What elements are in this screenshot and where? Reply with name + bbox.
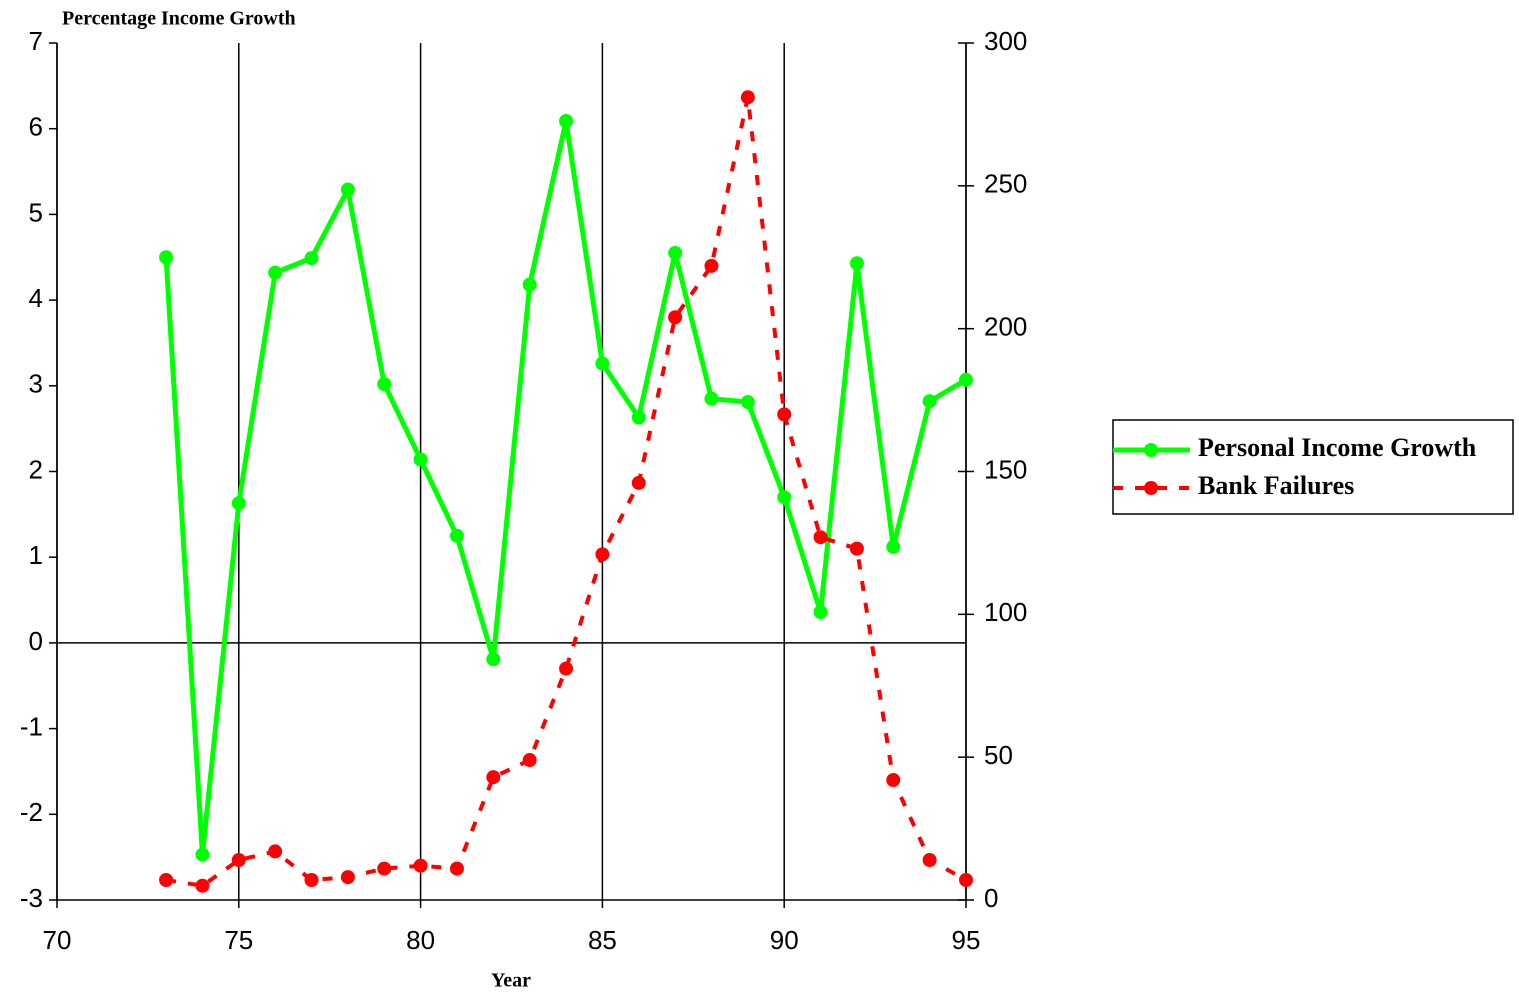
x-axis-label: Year — [491, 970, 531, 992]
point — [159, 873, 174, 888]
point — [922, 853, 937, 868]
point — [886, 773, 901, 788]
point — [849, 541, 864, 556]
point — [959, 372, 973, 387]
x-tick-label: 85 — [588, 925, 617, 955]
point — [522, 753, 537, 768]
point — [231, 853, 246, 868]
legend-box — [1112, 419, 1514, 515]
legend-marker — [1144, 443, 1158, 457]
series-line — [163, 118, 968, 858]
point — [668, 310, 683, 325]
point — [849, 256, 864, 271]
point — [486, 652, 501, 667]
point — [740, 395, 755, 410]
point — [304, 873, 319, 888]
y-tick-label: 6 — [29, 112, 43, 142]
y2-tick-label: 250 — [984, 169, 1027, 199]
point — [777, 490, 792, 505]
y-tick-label: 0 — [29, 626, 43, 656]
x-tick-label: 80 — [406, 925, 435, 955]
point — [922, 394, 937, 409]
y2-tick-label: 100 — [984, 597, 1027, 627]
point — [195, 847, 210, 862]
y2-tick-label: 150 — [984, 454, 1027, 484]
y2-tick-label: 200 — [984, 312, 1027, 342]
point — [486, 770, 501, 785]
y-tick-label: 5 — [29, 197, 43, 227]
x-tick-label: 70 — [43, 925, 72, 955]
y-tick-label: 1 — [29, 540, 43, 570]
series-line — [165, 95, 967, 888]
point — [231, 496, 246, 511]
point — [159, 250, 174, 265]
point — [268, 844, 283, 859]
point — [740, 90, 755, 105]
point — [959, 873, 973, 888]
point — [631, 475, 646, 490]
point — [813, 530, 828, 545]
y2-tick-label: 50 — [984, 740, 1013, 770]
point — [668, 245, 683, 260]
point — [268, 265, 283, 280]
point — [377, 861, 392, 876]
x-tick-label: 90 — [770, 925, 799, 955]
point — [595, 547, 610, 562]
y-tick-label: 2 — [29, 454, 43, 484]
point — [704, 391, 719, 406]
point — [886, 539, 901, 554]
point — [413, 858, 428, 873]
point — [449, 861, 464, 876]
point — [195, 878, 210, 893]
point — [559, 113, 574, 128]
chart-title: Percentage Income Growth — [62, 8, 296, 30]
legend-label: Personal Income Growth — [1198, 433, 1477, 462]
y2-tick-label: 0 — [984, 883, 998, 913]
point — [522, 277, 537, 292]
y-tick-label: -1 — [20, 711, 43, 741]
point — [631, 410, 646, 425]
y-tick-label: 7 — [29, 26, 43, 56]
y-tick-label: 4 — [29, 283, 43, 313]
x-tick-label: 75 — [224, 925, 253, 955]
point — [777, 407, 792, 422]
point — [704, 258, 719, 273]
point — [595, 356, 610, 371]
legend-marker — [1144, 481, 1158, 495]
y2-tick-label: 300 — [984, 26, 1027, 56]
legend-label: Bank Failures — [1198, 471, 1354, 500]
point — [377, 377, 392, 392]
point — [304, 251, 319, 266]
point — [559, 661, 574, 676]
x-tick-label: 95 — [952, 925, 981, 955]
point — [340, 870, 355, 885]
point — [813, 605, 828, 620]
y-tick-label: 3 — [29, 369, 43, 399]
y-tick-label: -2 — [20, 797, 43, 827]
point — [449, 528, 464, 543]
point — [413, 452, 428, 467]
point — [340, 182, 355, 197]
y-tick-label: -3 — [20, 883, 43, 913]
